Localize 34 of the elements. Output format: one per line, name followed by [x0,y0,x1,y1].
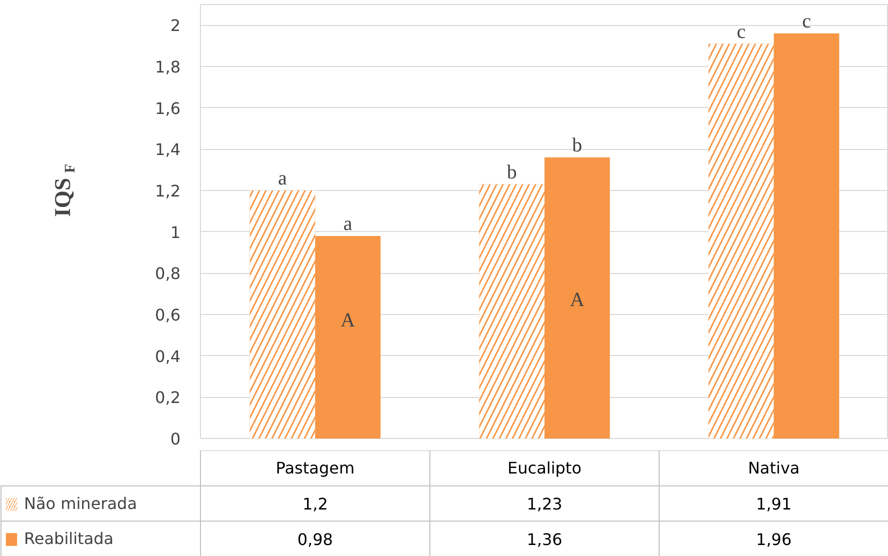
y-tick-label: 1,2 [155,182,181,200]
legend-label: Reabilitada [24,528,114,550]
annotation: b [506,161,517,184]
data-label: 1,23 [526,494,562,514]
bar [544,157,610,438]
y-axis-title: IQSF [50,164,78,217]
y-tick-label: 0,8 [155,264,181,284]
legend-label: Não minerada [24,493,138,515]
x-tick-label: Pastagem [276,458,355,478]
annotation: c [802,10,812,32]
bar [774,33,840,438]
y-tick-label: 0,6 [155,306,181,324]
annotation: a [278,168,288,190]
y-tick-label: 2 [170,16,181,36]
x-tick-label: Nativa [748,458,800,478]
x-tick-label: Eucalipto [508,458,582,478]
y-tick-label: 0,2 [155,388,181,408]
y-tick-label: 0 [170,430,181,448]
data-label: 1,96 [756,530,792,549]
y-tick-label: 1,8 [155,58,181,76]
y-tick-label: 0,4 [155,346,181,366]
data-label: 1,36 [526,530,562,549]
data-label: 1,91 [756,494,792,514]
annotation: a [343,212,352,235]
y-tick-label: 1 [170,222,181,242]
data-label: 0,98 [297,530,333,549]
annotation: A [340,310,356,332]
annotation: b [572,134,582,156]
annotation: A [570,289,585,312]
bar [315,236,381,438]
y-tick-label: 1,6 [155,98,181,118]
y-tick-label: 1,4 [155,140,181,160]
data-label: 1,2 [302,494,328,514]
annotation: c [736,20,746,43]
